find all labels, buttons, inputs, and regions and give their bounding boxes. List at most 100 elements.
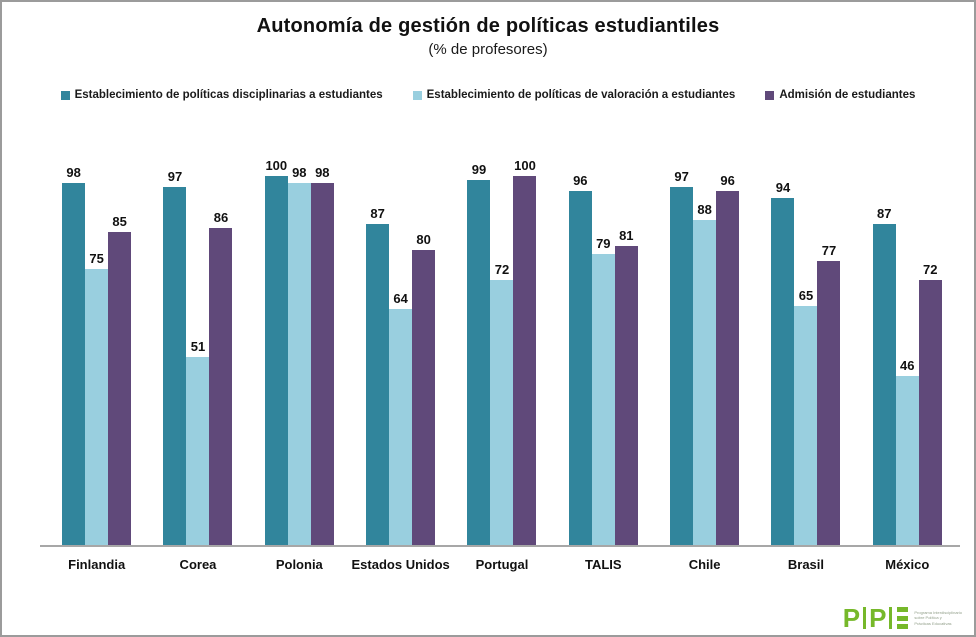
bar — [310, 183, 334, 546]
bar-column: 96 — [568, 173, 592, 546]
bar-value-label: 96 — [720, 172, 735, 188]
bar — [490, 279, 514, 546]
category-label: Finlandia — [68, 557, 126, 572]
bar — [895, 375, 919, 546]
bar — [614, 246, 638, 546]
bar-column: 51 — [186, 339, 210, 546]
bar — [794, 305, 818, 546]
legend-label: Establecimiento de políticas disciplinar… — [74, 89, 383, 101]
bar-column: 100 — [264, 158, 288, 546]
category-label: Brasil — [787, 557, 825, 572]
bar-value-label: 87 — [370, 206, 385, 222]
bar — [467, 179, 491, 546]
bar-column: 75 — [85, 250, 109, 546]
plot-area: 98 75 85 Finlandia 97 51 86 Corea 100 98 98 Polonia… — [46, 156, 958, 572]
bar — [817, 261, 841, 546]
bar-column: 98 — [287, 165, 311, 546]
bar-group: 97 51 86 Corea — [147, 156, 248, 572]
bar — [264, 176, 288, 546]
chart-legend: Establecimiento de políticas disciplinar… — [2, 89, 974, 101]
legend-label: Establecimiento de políticas de valoraci… — [426, 89, 736, 101]
bar-column: 79 — [591, 235, 615, 546]
bar-value-label: 97 — [674, 169, 689, 185]
bar — [693, 220, 717, 546]
bar-column: 94 — [771, 180, 795, 546]
bar-value-label: 100 — [265, 158, 288, 173]
bar-column: 88 — [693, 202, 717, 546]
bar — [771, 198, 795, 546]
bar — [716, 190, 740, 546]
bar — [513, 176, 537, 546]
bar-value-label: 72 — [494, 261, 510, 277]
pipe-logo: P P Programa Interdisciplinario sobre Pol… — [843, 605, 962, 631]
bar — [412, 250, 436, 546]
bar-group: 87 46 72 México — [857, 156, 958, 572]
bar-value-label: 87 — [877, 206, 892, 222]
bar-column: 64 — [389, 291, 413, 546]
logo-letter-p2: P — [869, 603, 887, 633]
bar-column: 86 — [209, 209, 233, 546]
category-label: Corea — [179, 557, 217, 572]
bar-value-label: 94 — [775, 180, 791, 196]
bar-group: 97 88 96 Chile — [654, 156, 755, 572]
bar — [366, 224, 390, 546]
bar-value-label: 99 — [471, 161, 487, 177]
legend-item: Admisión de estudiantes — [765, 89, 915, 101]
bar-value-label: 80 — [416, 232, 431, 247]
bar-group: 100 98 98 Polonia — [249, 156, 350, 572]
bar — [670, 187, 694, 546]
category-label: Portugal — [475, 557, 529, 572]
bar-value-label: 81 — [619, 228, 634, 244]
bar — [85, 268, 109, 546]
bar — [163, 187, 187, 546]
category-label: México — [885, 557, 930, 572]
bar-value-label: 75 — [89, 250, 104, 266]
bar-value-label: 64 — [393, 291, 408, 307]
legend-swatch-icon — [60, 90, 70, 100]
logo-letter-e-icon — [897, 607, 909, 629]
bar — [186, 357, 210, 546]
legend-item: Establecimiento de políticas de valoraci… — [412, 89, 736, 101]
bar-value-label: 77 — [821, 243, 837, 259]
bar — [591, 253, 615, 546]
category-label: Estados Unidos — [351, 557, 450, 572]
bar-column: 65 — [794, 287, 818, 546]
bar-column: 81 — [614, 228, 638, 546]
bar — [287, 183, 311, 546]
bar-column: 98 — [62, 165, 86, 546]
logo-divider-icon — [889, 607, 893, 629]
bar — [209, 227, 233, 546]
bar-column: 100 — [513, 158, 537, 546]
bar-column: 97 — [163, 169, 187, 546]
bar-value-label: 97 — [167, 169, 183, 185]
bar-group: 99 72 100 Portugal — [451, 156, 552, 572]
bar-column: 72 — [490, 261, 514, 546]
bar-value-label: 65 — [798, 287, 814, 303]
bar — [872, 224, 896, 546]
chart-subtitle: (% de profesores) — [428, 41, 548, 58]
bar-value-label: 98 — [292, 165, 307, 181]
bar-value-label: 86 — [213, 209, 229, 225]
legend-swatch-icon — [765, 90, 775, 100]
bar-value-label: 98 — [315, 165, 330, 181]
bar-value-label: 46 — [900, 357, 915, 373]
bar — [568, 190, 592, 546]
chart-title: Autonomía de gestión de políticas estudi… — [256, 15, 720, 37]
bar-column: 72 — [918, 261, 942, 546]
category-label: Chile — [688, 557, 721, 572]
bar-value-label: 79 — [596, 235, 611, 251]
bar-column: 99 — [467, 161, 491, 546]
bar-value-label: 100 — [514, 158, 536, 173]
bar-column: 98 — [310, 165, 334, 546]
bar-column: 85 — [108, 214, 132, 546]
bar-group: 94 65 77 Brasil — [755, 156, 856, 572]
bar-value-label: 72 — [923, 261, 938, 277]
bar-value-label: 51 — [190, 339, 206, 355]
bar-value-label: 88 — [697, 202, 712, 218]
legend-item: Establecimiento de políticas disciplinar… — [60, 89, 383, 101]
bar-column: 87 — [366, 206, 390, 546]
bar-column: 46 — [895, 357, 919, 546]
logo-letter-p1: P — [842, 603, 861, 633]
legend-label: Admisión de estudiantes — [779, 89, 916, 101]
